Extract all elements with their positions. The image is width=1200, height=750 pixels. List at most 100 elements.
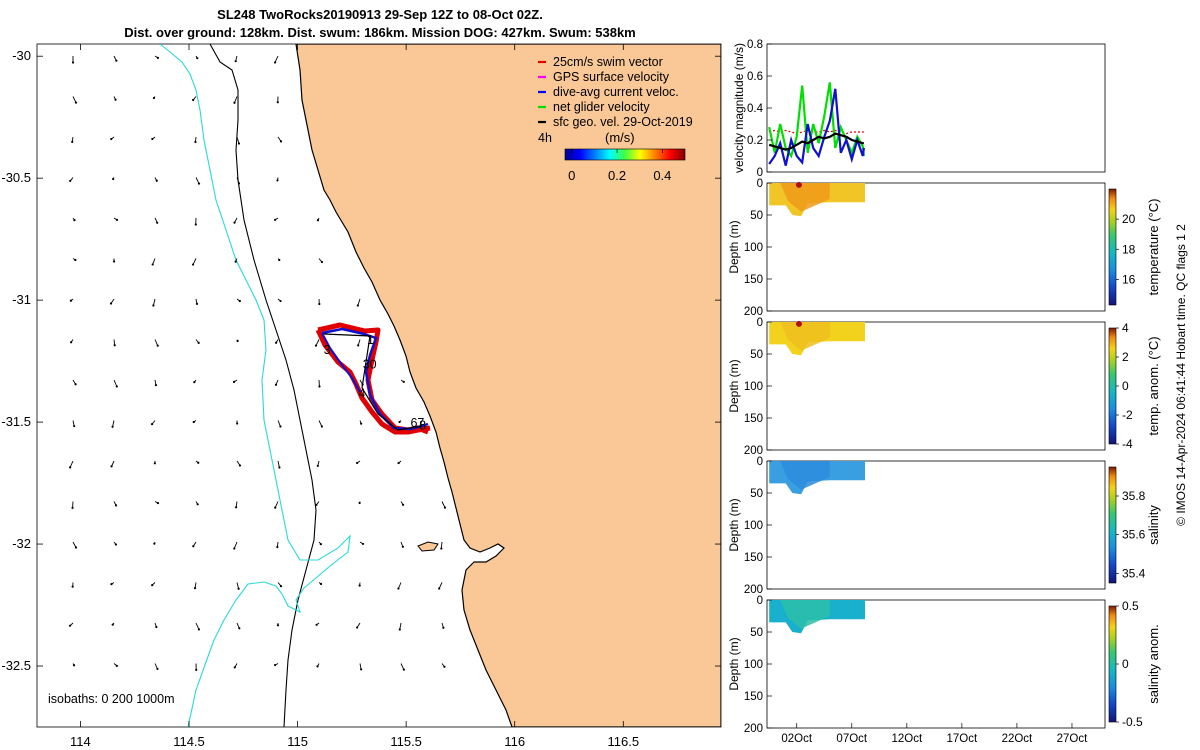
geo-vector-head bbox=[156, 221, 159, 224]
map-xtick-label: 116 bbox=[504, 734, 525, 749]
surface-geostrophic-vectors bbox=[68, 55, 447, 671]
colorbar-tick-label: 35.6 bbox=[1122, 528, 1146, 542]
time-xtick-label: 27Oct bbox=[1057, 733, 1088, 745]
geo-vector bbox=[234, 96, 238, 103]
geo-vector-head bbox=[402, 668, 405, 671]
colorbar-tick-label: 0.5 bbox=[1122, 599, 1139, 613]
geo-vector-head bbox=[111, 425, 114, 428]
colorbar-label: temp. anom. (°C) bbox=[1146, 336, 1161, 435]
legend-entry: dive-avg current veloc. bbox=[553, 85, 679, 99]
geo-vector-head bbox=[314, 344, 318, 347]
geo-vector-head bbox=[110, 465, 113, 468]
colorbar-tick-label: 16 bbox=[1122, 272, 1136, 286]
time-xtick-label: 22Oct bbox=[1002, 733, 1033, 745]
geo-vector-head bbox=[361, 542, 365, 546]
geo-vector bbox=[399, 622, 402, 630]
velocity-series bbox=[768, 82, 865, 166]
glider-track bbox=[315, 322, 431, 435]
geo-vector-head bbox=[154, 383, 158, 387]
geo-vector-head bbox=[237, 142, 241, 145]
geo-vector-head bbox=[237, 587, 240, 590]
profile-panel: 0 50 100 150 200 Depth (m) -0.5 0 0.5 salinity an… bbox=[727, 595, 1161, 735]
velocity-ytick-label: 0.4 bbox=[747, 103, 764, 115]
depth-tick-label: 150 bbox=[744, 274, 763, 286]
geo-vector-head bbox=[195, 668, 198, 671]
geo-vector-head bbox=[232, 380, 236, 384]
geo-vector-head bbox=[276, 624, 280, 627]
colorbar-tick-label: 35.8 bbox=[1122, 489, 1146, 503]
geo-vector-head bbox=[276, 101, 279, 104]
depth-tick-label: 150 bbox=[744, 552, 763, 564]
time-xtick-label: 07Oct bbox=[836, 733, 867, 745]
geo-vector bbox=[441, 501, 446, 508]
time-xtick-label: 12Oct bbox=[891, 733, 922, 745]
map-ytick-label: -31.5 bbox=[1, 414, 31, 429]
geo-vector bbox=[113, 379, 118, 387]
track-day-label: 1 bbox=[367, 333, 374, 347]
geo-vector-head bbox=[197, 341, 200, 344]
map-ytick-label: -32 bbox=[12, 536, 31, 551]
profile-data-core bbox=[780, 461, 830, 490]
map-ytick-label: -32.5 bbox=[1, 658, 31, 673]
geo-vector-head bbox=[112, 260, 116, 263]
velocity-panel: 0 0.2 0.4 0.6 0.8 velocity magnitude (m/s) bbox=[732, 39, 1106, 179]
geo-vector-head bbox=[68, 624, 72, 627]
geo-vector bbox=[318, 420, 323, 427]
geo-vector bbox=[277, 460, 280, 468]
figure-title: SL248 TwoRocks20190913 29-Sep 12Z to 08-… bbox=[217, 7, 543, 22]
depth-tick-label: 0 bbox=[757, 595, 763, 607]
geo-vector-head bbox=[115, 218, 119, 221]
geo-vector-head bbox=[71, 506, 74, 509]
geo-vector-head bbox=[152, 304, 155, 307]
depth-ylabel: Depth (m) bbox=[727, 359, 741, 412]
velocity-series-line bbox=[768, 132, 864, 151]
map-xtick-label: 115 bbox=[287, 734, 308, 749]
copyright-footer: © IMOS 14-Apr-2024 06:41:44 Hobart time.… bbox=[1174, 224, 1188, 526]
profile-colorbar bbox=[1108, 327, 1117, 445]
depth-tick-label: 100 bbox=[744, 659, 763, 671]
geo-vector-head bbox=[74, 383, 77, 386]
depth-tick-label: 100 bbox=[744, 520, 763, 532]
geo-vector-head bbox=[74, 101, 78, 104]
geo-vector-head bbox=[360, 668, 363, 671]
geo-vector-head bbox=[234, 60, 237, 63]
geo-vector-head bbox=[398, 628, 401, 631]
geo-vector-head bbox=[192, 98, 195, 102]
depth-tick-label: 200 bbox=[744, 723, 763, 735]
geo-vector bbox=[72, 96, 77, 103]
colorbar-tick-label: 20 bbox=[1122, 212, 1136, 226]
profile-panel: 0 50 100 150 200 Depth (m) -4 -2 0 2 4 temp. anom. … bbox=[727, 317, 1161, 457]
velocity-series-line bbox=[769, 129, 864, 135]
geo-vector bbox=[400, 663, 405, 670]
depth-tick-label: 50 bbox=[750, 627, 763, 639]
geo-vector-head bbox=[69, 466, 72, 469]
map-ytick-label: -31 bbox=[12, 292, 31, 307]
geo-vector-head bbox=[273, 663, 277, 667]
depth-tick-label: 100 bbox=[744, 381, 763, 393]
profile-axes-box bbox=[766, 321, 1106, 451]
geo-vector-head bbox=[401, 545, 404, 548]
geo-vector-head bbox=[112, 177, 115, 181]
geo-vector-head bbox=[73, 424, 76, 428]
geo-vector-head bbox=[358, 584, 361, 587]
profile-colorbar bbox=[1108, 605, 1117, 723]
geo-vector bbox=[192, 258, 197, 265]
colorbar-tick-label: 0 bbox=[1122, 379, 1129, 393]
profile-data-core bbox=[780, 322, 830, 351]
geo-vector bbox=[357, 298, 361, 306]
geo-vector bbox=[233, 541, 238, 549]
geo-vector-head bbox=[358, 501, 361, 505]
geo-vector-head bbox=[238, 627, 241, 630]
geo-vector-head bbox=[233, 101, 236, 104]
geo-vector-head bbox=[197, 182, 201, 185]
geo-vector-head bbox=[194, 223, 197, 226]
geo-vector-head bbox=[150, 423, 154, 426]
figure-subtitle: Dist. over ground: 128km. Dist. swum: 18… bbox=[124, 25, 636, 40]
geo-vector-head bbox=[356, 304, 359, 307]
geo-vector-head bbox=[115, 59, 118, 62]
isobaths-label: isobaths: 0 200 1000m bbox=[48, 692, 174, 706]
geo-vector-head bbox=[74, 546, 78, 549]
colorbar-title: (m/s) bbox=[605, 130, 635, 145]
geo-vector-head bbox=[234, 506, 238, 509]
colorbar-tick-label: -0.5 bbox=[1122, 715, 1143, 729]
